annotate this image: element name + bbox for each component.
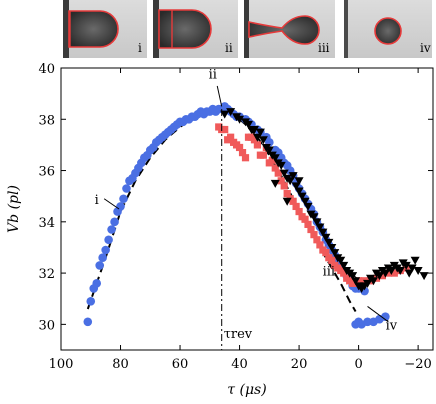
annotation-label: i bbox=[95, 193, 99, 208]
data-point-triangle bbox=[411, 257, 420, 265]
data-point-square bbox=[242, 154, 249, 161]
y-tick-label: 30 bbox=[38, 318, 55, 333]
data-point-circle bbox=[86, 297, 95, 306]
data-point-circle bbox=[101, 246, 110, 255]
annotation-label: iv bbox=[386, 318, 398, 333]
annotation-leader bbox=[104, 199, 119, 209]
y-tick-label: 40 bbox=[38, 62, 55, 77]
data-markers bbox=[83, 102, 428, 329]
data-point-circle bbox=[104, 235, 113, 244]
x-tick-label: 60 bbox=[172, 357, 189, 372]
y-tick-label: 38 bbox=[38, 113, 55, 128]
data-point-circle bbox=[92, 279, 101, 288]
data-point-circle bbox=[119, 194, 128, 203]
annotation-leader bbox=[217, 86, 221, 107]
x-tick-label: −20 bbox=[404, 357, 431, 372]
data-point-triangle bbox=[420, 272, 429, 280]
x-tick-label: 100 bbox=[49, 357, 74, 372]
data-point-circle bbox=[110, 218, 119, 227]
data-point-square bbox=[281, 182, 288, 189]
data-point-circle bbox=[95, 261, 104, 270]
data-point-circle bbox=[83, 318, 92, 327]
x-tick-label: 80 bbox=[112, 357, 129, 372]
y-axis-title: Vb (pl) bbox=[6, 185, 22, 233]
x-tick-label: 0 bbox=[354, 357, 362, 372]
annotation-label: iii bbox=[323, 265, 335, 280]
y-tick-labels: 30 32 34 36 38 40 bbox=[38, 62, 55, 333]
data-point-circle bbox=[116, 202, 125, 211]
x-tick-label: 40 bbox=[231, 357, 248, 372]
x-tick-label: 20 bbox=[291, 357, 308, 372]
reversal-time-label: τrev bbox=[224, 327, 253, 342]
data-point-circle bbox=[107, 225, 116, 234]
y-tick-label: 34 bbox=[38, 216, 55, 231]
data-point-square bbox=[254, 141, 261, 148]
x-axis-title: τ (μs) bbox=[227, 382, 266, 398]
data-point-circle bbox=[98, 253, 107, 262]
annotation-label: ii bbox=[209, 67, 217, 82]
x-tick-labels: 100 80 60 40 20 0 −20 bbox=[49, 357, 432, 372]
y-tick-label: 36 bbox=[38, 165, 55, 180]
data-point-circle bbox=[351, 320, 360, 329]
y-tick-label: 32 bbox=[38, 267, 55, 282]
data-point-square bbox=[260, 152, 267, 159]
data-point-circle bbox=[122, 184, 131, 193]
